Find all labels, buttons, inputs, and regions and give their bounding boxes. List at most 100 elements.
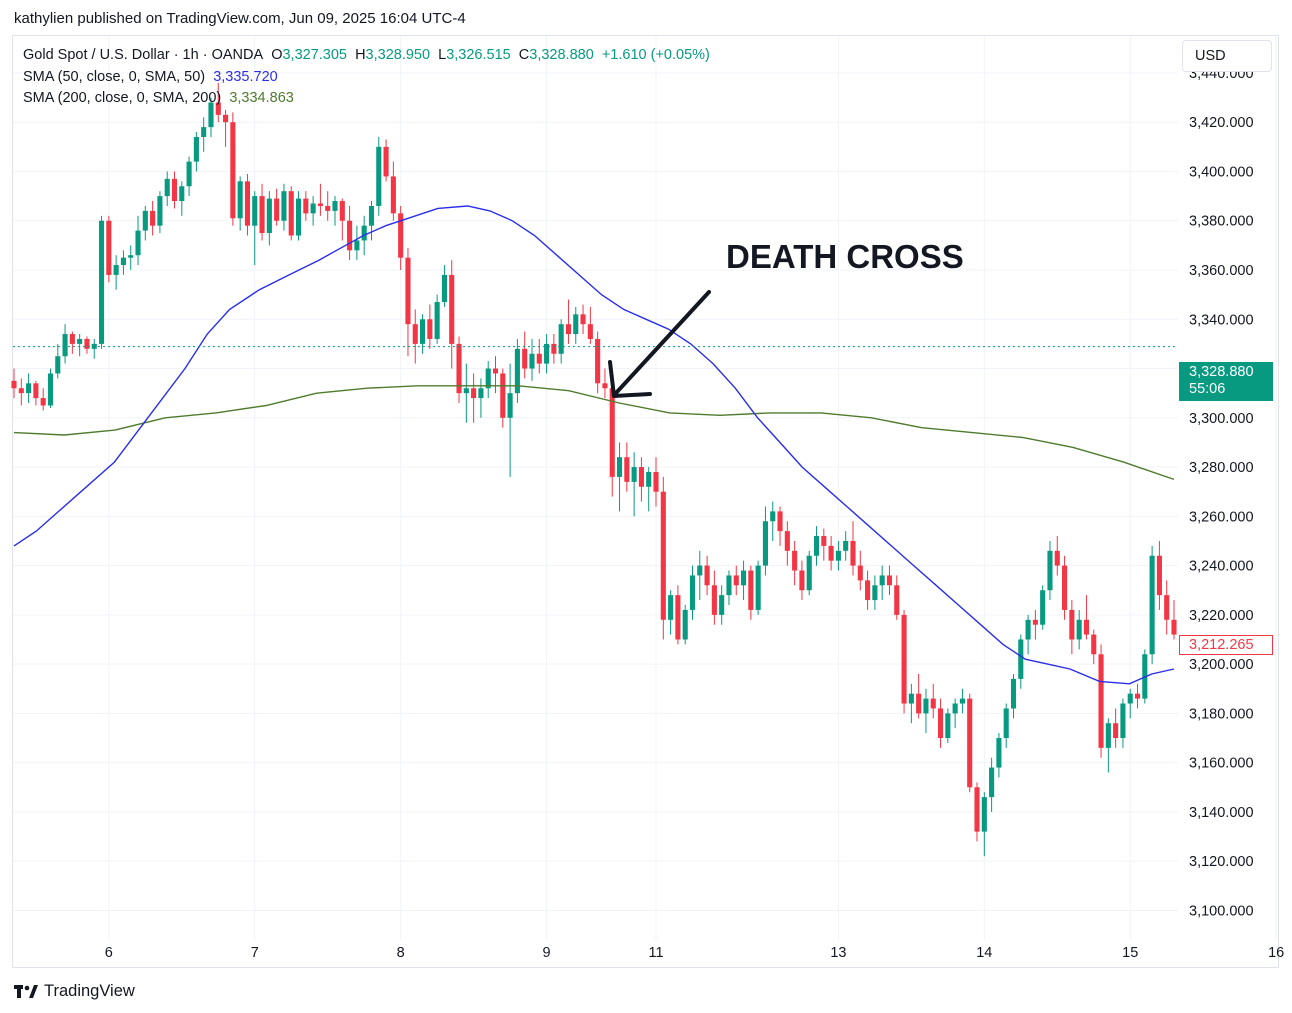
low-value: 3,326.515: [446, 47, 511, 63]
candle-body: [18, 388, 24, 394]
candle: [653, 457, 659, 507]
candle: [1047, 540, 1053, 601]
candle: [1156, 540, 1162, 610]
candle-body: [996, 738, 1002, 768]
candle-body: [1003, 708, 1009, 739]
candle: [865, 570, 871, 610]
candle-body: [711, 585, 717, 615]
candle: [295, 191, 302, 241]
candle-body: [281, 191, 287, 221]
candle: [514, 338, 520, 404]
candle: [1149, 545, 1155, 665]
candle-body: [274, 198, 280, 221]
candle-body: [47, 373, 54, 406]
y-axis-ticks: 3,440.0003,420.0003,400.0003,380.0003,36…: [1189, 66, 1254, 919]
candle-body: [449, 274, 455, 344]
candle-body: [689, 575, 696, 610]
candle-body: [843, 540, 849, 551]
candle: [616, 442, 623, 512]
publisher-line: kathylien published on TradingView.com, …: [14, 10, 466, 27]
candle: [471, 373, 477, 423]
candle-body: [150, 210, 156, 226]
candle-body: [777, 511, 783, 532]
candle: [923, 688, 929, 734]
candle: [390, 161, 396, 221]
candle-body: [952, 703, 958, 714]
candle: [704, 555, 710, 596]
candle-body: [208, 102, 214, 128]
candle-body: [128, 255, 134, 258]
candle-body: [463, 388, 469, 394]
candle-body: [638, 467, 644, 487]
x-tick-label: 11: [648, 945, 663, 961]
candle-body: [762, 521, 768, 566]
candle-body: [55, 356, 61, 374]
candle-body: [252, 196, 258, 226]
candle: [529, 338, 535, 381]
candle: [857, 550, 863, 591]
candle: [252, 191, 258, 266]
candle-body: [383, 146, 389, 177]
candle: [11, 368, 17, 399]
candle-body: [186, 161, 192, 187]
candle-body: [295, 198, 302, 236]
candle-body: [171, 178, 178, 202]
candle-body: [310, 203, 316, 214]
candle: [573, 306, 579, 344]
candle-body: [398, 213, 404, 258]
candle: [916, 673, 922, 719]
y-tick-label: 3,340.000: [1189, 312, 1254, 328]
candle-body: [1113, 723, 1119, 739]
candle: [799, 560, 805, 601]
candle-body: [1018, 639, 1024, 679]
candle-body: [77, 338, 83, 344]
candle-body: [1127, 693, 1133, 704]
x-tick-label: 9: [543, 945, 551, 961]
candle: [325, 191, 331, 221]
currency-selector[interactable]: USD: [1182, 40, 1272, 72]
candle-body: [697, 565, 703, 576]
tradingview-brand[interactable]: TradingView: [14, 982, 135, 1001]
candle: [1083, 595, 1090, 640]
candle: [266, 191, 272, 246]
tradingview-logo-icon: [14, 984, 38, 998]
candle: [689, 565, 696, 620]
candle: [565, 299, 572, 344]
candle-body: [84, 338, 90, 349]
sma50-value: 3,335.720: [213, 68, 278, 85]
candle: [945, 708, 951, 743]
brand-name: TradingView: [44, 982, 135, 1000]
candle: [91, 338, 97, 359]
candle-body: [609, 388, 615, 477]
candle: [602, 368, 608, 399]
y-tick-label: 3,400.000: [1189, 164, 1254, 180]
candle-body: [259, 196, 265, 234]
candle-body: [1091, 634, 1097, 655]
candle: [303, 191, 309, 221]
candle: [558, 319, 564, 364]
candle: [120, 250, 126, 275]
candle: [106, 215, 112, 283]
candle-body: [223, 114, 229, 123]
candle-body: [660, 491, 666, 620]
candle: [412, 309, 418, 364]
candle-body: [434, 302, 440, 339]
y-tick-label: 3,380.000: [1189, 214, 1254, 230]
candle-body: [1120, 703, 1126, 739]
candle: [1040, 585, 1046, 630]
candle: [244, 173, 251, 236]
candle: [770, 501, 776, 541]
candle: [1134, 683, 1141, 709]
candle-body: [1032, 619, 1038, 625]
candle-body: [916, 693, 922, 714]
candle-body: [215, 102, 221, 115]
candle: [383, 139, 389, 182]
candle-body: [872, 585, 878, 601]
candle-body: [529, 353, 535, 369]
candle-body: [1054, 550, 1060, 566]
candle-body: [733, 575, 739, 586]
candle-body: [792, 550, 798, 571]
candle: [339, 198, 345, 241]
candle-body: [40, 398, 46, 406]
